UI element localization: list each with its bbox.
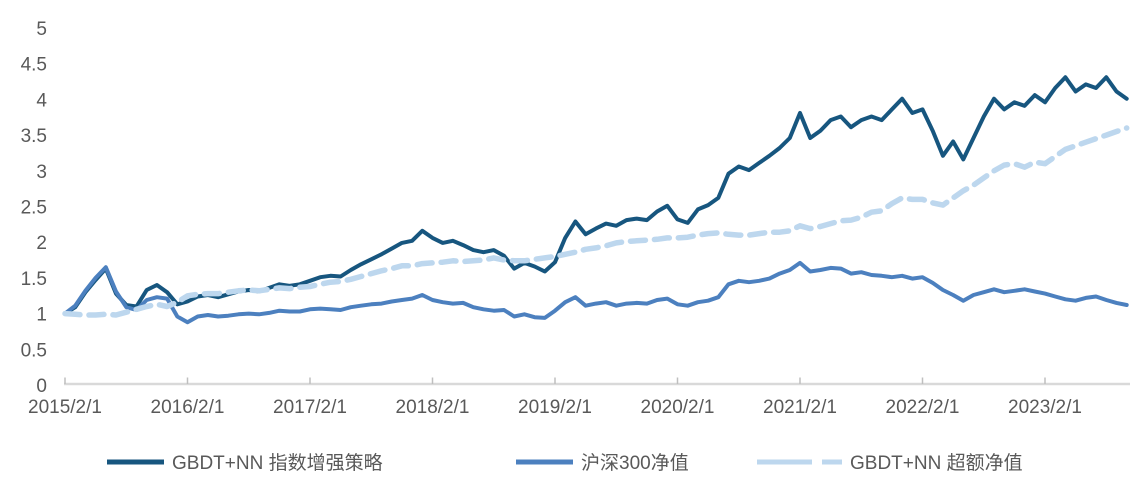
x-axis-tick-label: 2021/2/1	[763, 397, 837, 418]
x-axis-tick-label: 2017/2/1	[273, 397, 347, 418]
x-axis-tick-label: 2015/2/1	[28, 397, 102, 418]
series-line-1	[63, 75, 1129, 316]
y-axis-tick-label: 3.5	[21, 126, 47, 147]
legend-label-2: 沪深300净值	[581, 452, 689, 474]
y-axis-tick-label: 2	[36, 233, 47, 254]
legend-label-1: GBDT+NN 指数增强策略	[172, 452, 383, 474]
y-axis-tick-label: 3	[36, 162, 47, 183]
y-axis-tick-label: 1	[36, 305, 47, 326]
x-axis-tick-label: 2019/2/1	[518, 397, 592, 418]
series-line-3	[62, 125, 1130, 318]
y-axis-tick-label: 0.5	[21, 340, 47, 361]
y-axis-tick-label: 1.5	[21, 269, 47, 290]
x-axis-tick-label: 2022/2/1	[886, 397, 960, 418]
y-axis-tick-label: 4.5	[21, 55, 47, 76]
y-axis-tick-label: 0	[36, 376, 47, 397]
x-axis-tick-label: 2016/2/1	[151, 397, 225, 418]
y-axis-tick-label: 4	[36, 90, 47, 111]
x-axis-tick-label: 2020/2/1	[641, 397, 715, 418]
y-axis-tick-label: 2.5	[21, 198, 47, 219]
series-line-2	[63, 260, 1129, 325]
y-axis-tick-label: 5	[36, 19, 47, 40]
x-axis-tick-label: 2023/2/1	[1008, 397, 1082, 418]
legend-label-3: GBDT+NN 超额净值	[850, 452, 1023, 474]
x-axis-tick-label: 2018/2/1	[396, 397, 470, 418]
